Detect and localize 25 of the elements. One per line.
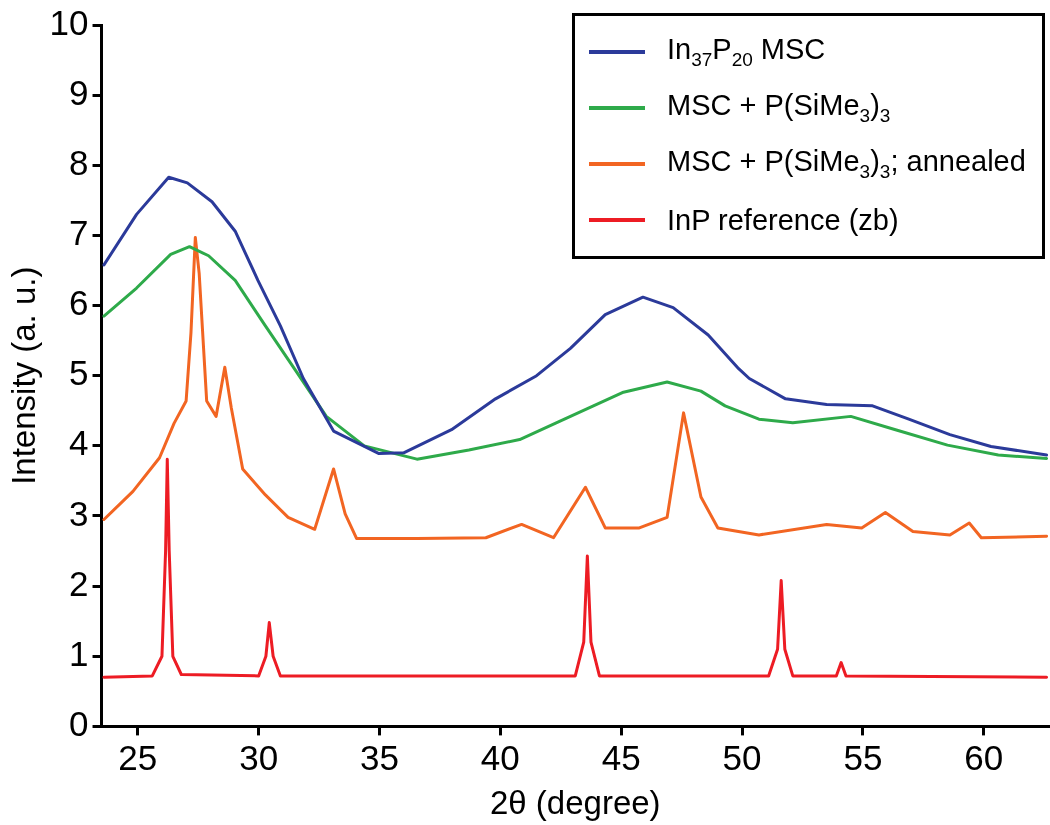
y-tick-label: 4: [69, 423, 89, 463]
y-tick-label: 1: [69, 633, 89, 673]
x-tick-label: 60: [964, 738, 1004, 778]
y-tick-label: 7: [69, 213, 89, 253]
x-tick-label: 40: [480, 738, 520, 778]
legend-label: InP reference (zb): [667, 203, 899, 237]
x-tick-label: 50: [722, 738, 762, 778]
y-tick-label: 5: [69, 353, 89, 393]
y-tick-label: 8: [69, 142, 89, 182]
y-tick-label: 2: [69, 563, 89, 603]
legend-label: In$_{37}$P$_{20}$ MSC: [667, 33, 826, 71]
x-tick-label: 35: [360, 738, 399, 778]
legend-label: MSC + P(SiMe$_{3}$)$_{3}$: [667, 89, 891, 127]
x-tick-label: 25: [118, 738, 158, 778]
x-axis-title: 2θ (degree): [489, 784, 661, 822]
legend-label: MSC + P(SiMe$_{3}$)$_{3}$; annealed: [667, 145, 1026, 183]
x-tick-label: 45: [601, 738, 641, 778]
y-tick-label: 3: [69, 493, 89, 533]
x-tick-label: 55: [843, 738, 883, 778]
y-axis-title: Intensity (a. u.): [4, 266, 42, 485]
y-tick-label: 6: [69, 283, 89, 323]
y-tick-label: 9: [69, 72, 89, 112]
x-tick-label: 30: [239, 738, 279, 778]
y-tick-label: 10: [49, 2, 89, 42]
y-tick-label: 0: [69, 704, 89, 744]
